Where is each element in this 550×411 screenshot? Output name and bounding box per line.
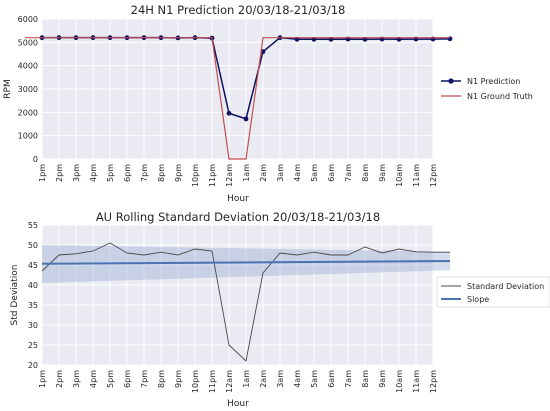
x-tick-label: 3am	[276, 164, 285, 182]
y-tick-label: 5000	[18, 38, 38, 47]
x-tick-label: 10am	[395, 164, 404, 187]
x-tick-label: 5am	[310, 164, 319, 182]
confidence-band	[42, 245, 450, 283]
x-tick-label: 7pm	[140, 370, 149, 388]
x-tick-label: 8am	[361, 164, 370, 182]
x-tick-label: 1am	[242, 370, 251, 388]
x-tick-label: 2pm	[55, 370, 64, 388]
y-tick-label: 20	[28, 361, 38, 370]
x-tick-label: 3am	[276, 370, 285, 388]
y-tick-label: 55	[28, 221, 38, 230]
x-tick-label: 12am	[225, 164, 234, 187]
x-tick-label: 12am	[225, 370, 234, 393]
y-tick-label: 45	[28, 261, 38, 270]
legend-prediction-label: N1 Prediction	[467, 77, 520, 86]
y-tick-label: 30	[28, 321, 38, 330]
x-tick-label: 11pm	[208, 164, 217, 187]
x-tick-label: 11pm	[208, 370, 217, 393]
series-line-0	[41, 242, 450, 362]
y-tick-label: 3000	[18, 85, 38, 94]
y-tick-label: 6000	[18, 15, 38, 24]
x-tick-label: 6am	[327, 370, 336, 388]
x-tick-label: 6am	[327, 164, 336, 182]
x-tick-label: 10pm	[191, 164, 200, 187]
x-tick-label: 8am	[361, 370, 370, 388]
x-tick-label: 5pm	[106, 370, 115, 388]
x-tick-label: 9pm	[174, 164, 183, 182]
legend-std-label: Standard Deviation	[467, 282, 544, 291]
x-tick-label: 4am	[293, 164, 302, 182]
chart1-series	[25, 35, 453, 160]
data-point	[226, 110, 232, 116]
y-tick-label: 25	[28, 341, 38, 350]
y-tick-label: 2000	[18, 108, 38, 117]
legend-slope-label: Slope	[467, 295, 489, 304]
x-tick-label: 9am	[378, 370, 387, 388]
x-tick-label: 7am	[344, 370, 353, 388]
x-tick-label: 5am	[310, 370, 319, 388]
x-tick-label: 8pm	[157, 370, 166, 388]
x-tick-label: 4am	[293, 370, 302, 388]
chart1-legend: N1 Prediction N1 Ground Truth	[441, 77, 533, 101]
data-point	[243, 116, 249, 122]
x-tick-label: 3pm	[72, 370, 81, 388]
x-tick-label: 2am	[259, 164, 268, 182]
x-tick-label: 4pm	[89, 164, 98, 182]
chart2-x-ticks: 1pm 2pm 3pm 4pm 5pm 6pm 7pm 8pm 9pm 10pm 11pm 12am 1…	[38, 370, 438, 393]
chart2-y-axis-label: Std Deviation	[10, 265, 20, 326]
chart-au-rolling-std: AU Rolling Standard Deviation 20/03/18-2…	[10, 210, 550, 409]
x-tick-label: 7pm	[140, 164, 149, 182]
y-tick-label: 0	[33, 155, 38, 164]
chart2-x-axis-label: Hour	[227, 399, 249, 409]
y-tick-label: 1000	[18, 132, 38, 141]
y-tick-label: 35	[28, 301, 38, 310]
chart1-x-axis-label: Hour	[227, 194, 249, 204]
x-tick-label: 8pm	[157, 164, 166, 182]
x-tick-label: 9pm	[174, 370, 183, 388]
chart1-title: 24H N1 Prediction 20/03/18-21/03/18	[131, 3, 346, 17]
x-tick-label: 5pm	[106, 164, 115, 182]
x-tick-label: 12pm	[429, 370, 438, 393]
x-tick-label: 1pm	[38, 164, 47, 182]
x-tick-label: 1pm	[38, 370, 47, 388]
chart2-legend-box	[436, 276, 550, 308]
chart2-title: AU Rolling Standard Deviation 20/03/18-2…	[96, 210, 380, 224]
x-tick-label: 3pm	[72, 164, 81, 182]
chart1-x-ticks: 1pm 2pm 3pm 4pm 5pm 6pm 7pm 8pm 9pm 10pm 11pm 12am 1…	[38, 164, 438, 187]
chart2-series	[41, 242, 451, 362]
y-tick-label: 50	[28, 241, 38, 250]
x-tick-label: 10am	[395, 370, 404, 393]
x-tick-label: 6pm	[123, 164, 132, 182]
x-tick-label: 11am	[412, 164, 421, 187]
x-tick-label: 4pm	[89, 370, 98, 388]
chart1-y-ticks: 0 1000 2000 3000 4000 5000 6000	[18, 15, 38, 164]
x-tick-label: 2am	[259, 370, 268, 388]
legend-ground-truth-label: N1 Ground Truth	[467, 92, 533, 101]
chart-n1-prediction: 24H N1 Prediction 20/03/18-21/03/18 0 100…	[3, 3, 533, 204]
chart2-y-ticks: 20 25 30 35 40 45 50 55	[28, 221, 38, 370]
x-tick-label: 12pm	[429, 164, 438, 187]
series-line-1	[25, 37, 450, 160]
x-tick-label: 7am	[344, 164, 353, 182]
x-tick-label: 6pm	[123, 370, 132, 388]
x-tick-label: 9am	[378, 164, 387, 182]
chart2-legend: Standard Deviation Slope	[436, 276, 550, 308]
x-tick-label: 10pm	[191, 370, 200, 393]
legend-prediction-marker	[448, 78, 454, 84]
x-tick-label: 1am	[242, 164, 251, 182]
x-tick-label: 11am	[412, 370, 421, 393]
chart2-gridlines	[41, 224, 434, 366]
y-tick-label: 40	[28, 281, 38, 290]
series-line-1	[41, 260, 451, 265]
x-tick-label: 2pm	[55, 164, 64, 182]
chart1-gridlines	[41, 18, 434, 160]
y-tick-label: 4000	[18, 62, 38, 71]
chart1-y-axis-label: RPM	[3, 79, 13, 98]
